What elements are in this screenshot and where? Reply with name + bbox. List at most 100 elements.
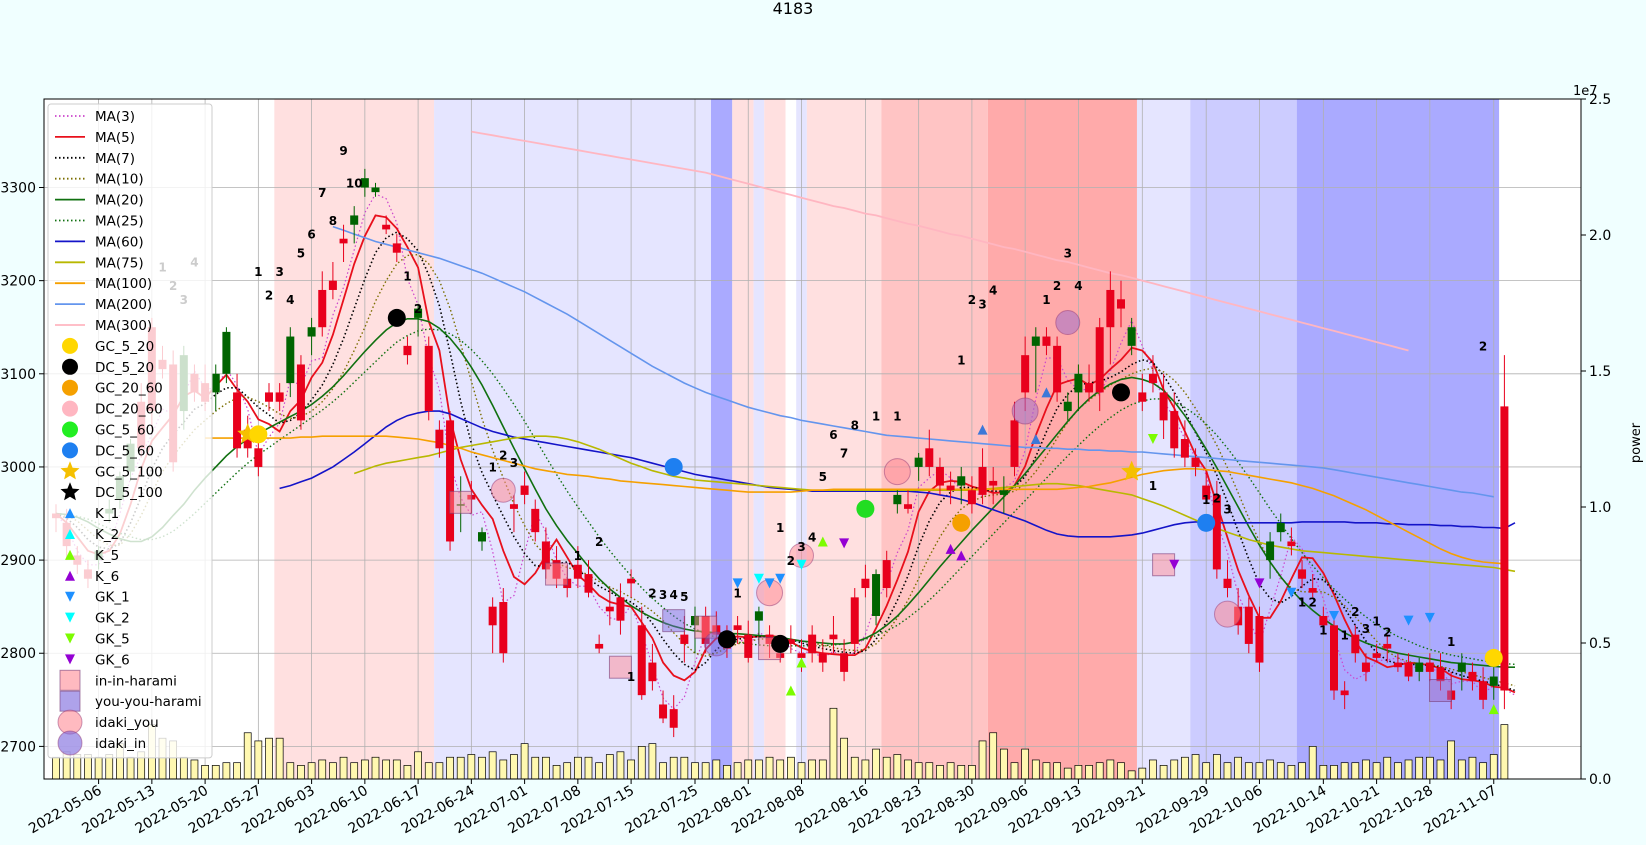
candle-body (1031, 336, 1040, 346)
ma-line-ma7 (55, 231, 1516, 692)
background-band (710, 99, 733, 779)
triangle-marker (796, 559, 807, 570)
candle-body (1117, 299, 1125, 309)
candle-body (1489, 676, 1498, 686)
legend-label: MA(20) (95, 193, 144, 209)
volume-bar (275, 737, 284, 780)
volume-bar (637, 746, 646, 780)
candle-body (1255, 615, 1264, 663)
candle-body (499, 602, 508, 654)
volume-bar (765, 756, 774, 780)
signal-dc_5_60 (1197, 513, 1216, 532)
triangle-marker (1286, 587, 1297, 598)
volume-bar (297, 765, 305, 780)
volume-bar (701, 762, 710, 780)
candle-body (1223, 578, 1232, 589)
candle-body (339, 238, 348, 244)
background-band (434, 99, 711, 779)
triangle-marker (839, 538, 850, 549)
count-label: 2 (1053, 279, 1061, 293)
y2-axis-label: power (1629, 422, 1644, 463)
candle-body (1244, 606, 1253, 644)
candle-body (1148, 373, 1157, 384)
volume-bar (1425, 756, 1434, 780)
volume-bar (605, 754, 614, 780)
legend-swatch (62, 379, 78, 396)
candle-body (1138, 392, 1147, 402)
count-label: 1 (627, 670, 635, 684)
count-label: 8 (329, 214, 337, 228)
candle-body (1212, 494, 1221, 570)
candle-body (509, 504, 518, 509)
volume-bar (1287, 765, 1296, 780)
signal-dc_5_20 (771, 634, 790, 653)
candle-body (265, 392, 273, 402)
volume-bar (403, 765, 412, 780)
count-label: 1 (1340, 628, 1348, 642)
volume-bar (1468, 756, 1477, 780)
candle-body (435, 429, 444, 449)
triangle-marker (732, 578, 743, 589)
volume-bar (755, 759, 763, 780)
count-label: 5 (680, 590, 688, 604)
count-label: 1 (957, 353, 965, 367)
ma-line-ma200 (332, 225, 1494, 498)
legend-label: MA(60) (95, 234, 144, 250)
volume-bar (243, 732, 252, 780)
legend-swatch (65, 612, 75, 623)
count-label: 8 (851, 419, 859, 433)
y2-tick-label: 1.5 (1589, 364, 1611, 380)
legend-label: you-you-harami (95, 694, 202, 710)
count-label: 2 (648, 586, 656, 600)
volume-bar (1266, 759, 1274, 780)
volume-bar (893, 754, 902, 780)
candle-body (318, 289, 327, 328)
volume-bar (1436, 759, 1445, 780)
volume-bar (520, 743, 529, 780)
candle-body (1383, 643, 1392, 649)
volume-bar (1095, 762, 1104, 780)
count-label: 2 (595, 535, 603, 549)
legend-label: GK_1 (95, 590, 130, 606)
legend-swatch (65, 529, 75, 539)
volume-bar (914, 762, 923, 780)
triangle-marker (977, 424, 988, 435)
candle-body (222, 331, 231, 374)
volume-bar (1489, 754, 1498, 780)
ma-line-ma25 (55, 328, 1516, 666)
volume-bar (797, 762, 806, 780)
candle-body (1010, 420, 1019, 467)
candle-body (275, 392, 284, 402)
volume-bar (318, 759, 327, 780)
idaki-circle (490, 477, 516, 503)
volume-bar (882, 756, 891, 780)
legend-box (47, 103, 213, 759)
volume-bar (1053, 762, 1061, 780)
volume-bar (456, 756, 465, 780)
legend-swatch (62, 442, 78, 459)
idaki-circle (1011, 397, 1039, 425)
triangle-marker (796, 657, 807, 668)
candle-body (1042, 336, 1051, 346)
legend-label: MA(7) (95, 151, 135, 167)
candle-body (286, 336, 295, 384)
volume-bar (1149, 759, 1157, 780)
legend-label: MA(3) (95, 109, 135, 125)
volume-bar (339, 756, 348, 780)
triangle-marker (775, 573, 786, 584)
candle-body (744, 634, 753, 658)
volume-bar (1159, 765, 1168, 780)
legend-swatch (60, 461, 80, 480)
signal-dc_5_20 (1112, 383, 1130, 402)
volume-bar (1010, 762, 1019, 780)
legend-swatch (65, 633, 75, 644)
legend-label: K_2 (95, 527, 119, 543)
count-label: 9 (339, 144, 347, 158)
volume-bar (829, 707, 838, 780)
candle-body (989, 480, 998, 486)
triangle-marker (1147, 434, 1158, 444)
candle-body (307, 327, 316, 337)
count-label: 1 (1149, 479, 1157, 493)
candle-body (925, 448, 934, 467)
legend-label: DC_5_100 (95, 485, 163, 501)
